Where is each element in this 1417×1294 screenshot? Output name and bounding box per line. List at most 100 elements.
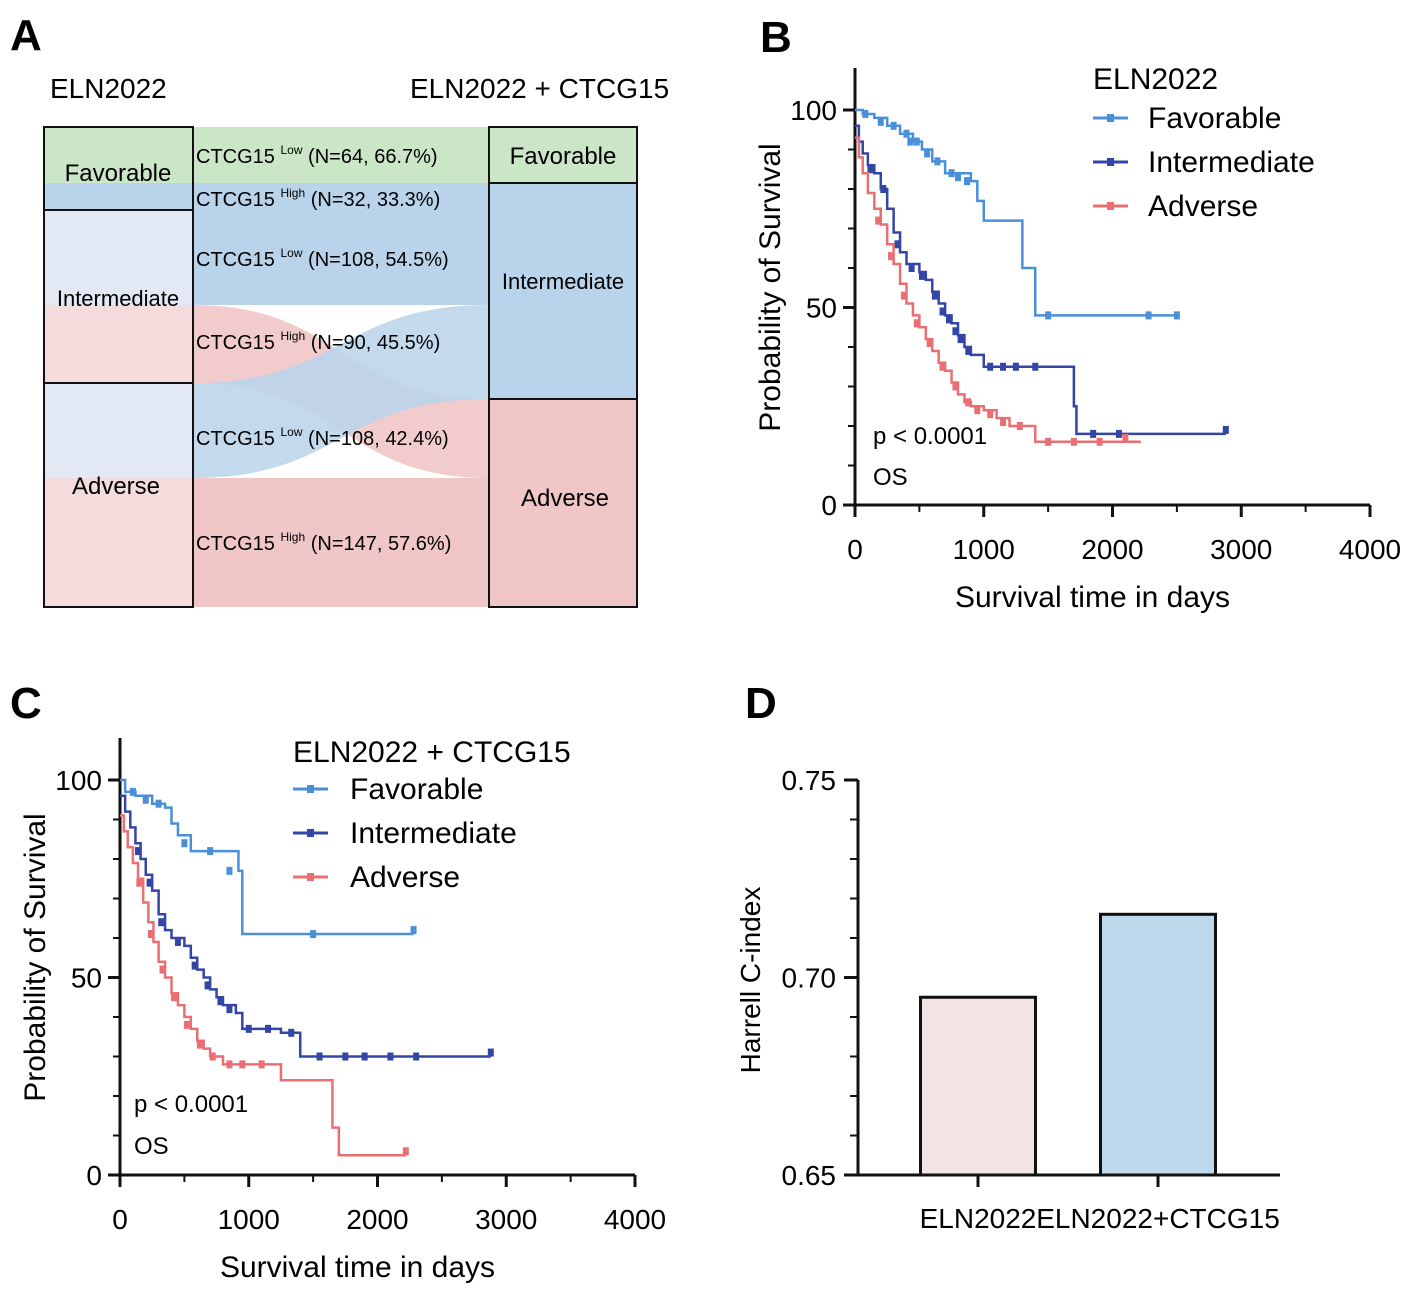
flow-favorable-low <box>193 127 489 183</box>
y-tick-label: 100 <box>55 765 102 796</box>
censor-mark <box>288 1028 295 1037</box>
flow-label: CTCG15 High (N=147, 57.6%) <box>196 524 451 555</box>
right-node-label-intermediate: Intermediate <box>502 269 624 294</box>
censor-mark <box>1032 362 1039 371</box>
censor-mark <box>964 177 971 186</box>
right-node-label-favorable: Favorable <box>510 143 617 170</box>
left-node-label-intermediate: Intermediate <box>57 286 179 311</box>
x-tick-label: 3000 <box>475 1204 537 1235</box>
censor-mark <box>136 878 143 887</box>
censor-mark <box>181 839 188 848</box>
left-fill-adverse-low <box>44 383 193 478</box>
censor-mark <box>217 997 224 1006</box>
legend-label: Favorable <box>1148 102 1281 135</box>
right-fill-intermediate <box>489 183 637 399</box>
left-fill-favorable-low <box>44 127 193 183</box>
censor-mark <box>1122 433 1129 442</box>
bar-0 <box>919 995 1037 1177</box>
y-tick-label: 0.75 <box>782 765 837 796</box>
censor-mark <box>209 1052 216 1061</box>
censor-mark <box>907 137 914 146</box>
censor-mark <box>1016 422 1023 430</box>
censor-mark <box>239 1060 246 1069</box>
censor-mark <box>965 346 972 355</box>
censor-mark <box>957 335 964 344</box>
legend-label: Adverse <box>1148 190 1258 223</box>
censor-mark <box>974 406 981 415</box>
y-tick-label: 0.65 <box>782 1160 837 1191</box>
censor-mark <box>204 981 211 990</box>
censor-mark <box>952 382 959 391</box>
legend-marker <box>1107 158 1114 166</box>
flow-adverse-high <box>193 478 489 607</box>
alluvial-left-title: ELN2022 <box>50 73 167 104</box>
censor-mark <box>888 252 895 261</box>
censor-mark <box>939 307 946 316</box>
x-tick-label: ELN2022 <box>920 1203 1037 1234</box>
censor-mark <box>310 930 317 939</box>
x-tick-label: ELN2022+CTCG15 <box>1036 1203 1280 1234</box>
censor-mark <box>952 327 959 336</box>
censor-mark <box>934 157 941 166</box>
legend-title: ELN2022 <box>1093 63 1218 96</box>
censor-mark <box>171 993 178 1002</box>
censor-mark <box>965 398 972 407</box>
censor-mark <box>926 339 933 348</box>
x-axis-label: Survival time in days <box>220 1251 495 1284</box>
censor-mark <box>875 216 882 225</box>
panel-letter-c: C <box>10 679 42 728</box>
km-curve-adverse <box>120 814 406 1157</box>
censor-mark <box>265 1024 272 1033</box>
y-tick-label: 0.70 <box>782 963 837 994</box>
censor-mark <box>207 847 214 856</box>
censor-mark <box>877 117 884 126</box>
left-node-label-favorable: Favorable <box>65 160 172 187</box>
legend-label: Intermediate <box>350 817 517 850</box>
censor-mark <box>245 1024 252 1033</box>
p-value-annotation: p < 0.0001 <box>134 1091 248 1118</box>
censor-mark <box>948 169 955 178</box>
x-tick-label: 0 <box>112 1204 128 1235</box>
flow-label: CTCG15 Low (N=108, 42.4%) <box>196 419 449 450</box>
censor-mark <box>129 787 136 796</box>
censor-mark <box>1173 311 1180 320</box>
censor-mark <box>987 362 994 371</box>
flow-label: CTCG15 High (N=32, 33.3%) <box>196 180 440 211</box>
censor-mark <box>918 271 925 280</box>
censor-mark <box>1090 429 1097 438</box>
censor-mark <box>903 129 910 138</box>
censor-mark <box>987 410 994 419</box>
right-fill-favorable <box>489 127 637 183</box>
y-tick-label: 50 <box>806 293 837 324</box>
y-axis-label: Harrell C-index <box>735 887 766 1074</box>
censor-mark <box>924 149 931 158</box>
panel-d-bar-chart: ELN2022 ELN2022+CTCG15 0.65 0.70 0.75 Harrell… <box>735 765 1280 1234</box>
left-fill-favorable-high <box>44 183 193 210</box>
flow-label: CTCG15 Low (N=108, 54.5%) <box>196 240 449 271</box>
censor-mark <box>955 173 961 182</box>
x-tick-label: 0 <box>847 534 863 565</box>
censor-mark <box>147 930 154 939</box>
endpoint-annotation: OS <box>134 1133 169 1160</box>
legend-marker <box>1107 202 1114 210</box>
censor-mark <box>1000 418 1007 427</box>
panel-b-km-plot: 0 1000 2000 3000 4000 0 50 100 Survival time in … <box>754 63 1401 614</box>
censor-mark <box>913 319 920 328</box>
legend-marker <box>307 829 314 837</box>
y-tick-label: 50 <box>71 963 102 994</box>
legend-marker <box>1107 114 1114 122</box>
y-tick-label: 0 <box>86 1160 102 1191</box>
flow-intermediate-low <box>193 210 489 305</box>
censor-mark <box>1096 437 1103 446</box>
censor-mark <box>158 918 165 927</box>
panel-letter-d: D <box>745 679 777 728</box>
censor-mark <box>1070 437 1077 446</box>
x-tick-label: 3000 <box>1210 534 1272 565</box>
censor-mark <box>894 240 901 249</box>
y-tick-label: 0 <box>821 490 837 521</box>
x-tick-label: 2000 <box>1081 534 1143 565</box>
censor-mark <box>1045 437 1052 446</box>
left-fill-intermediate-high <box>44 305 193 383</box>
censor-mark <box>931 291 938 300</box>
